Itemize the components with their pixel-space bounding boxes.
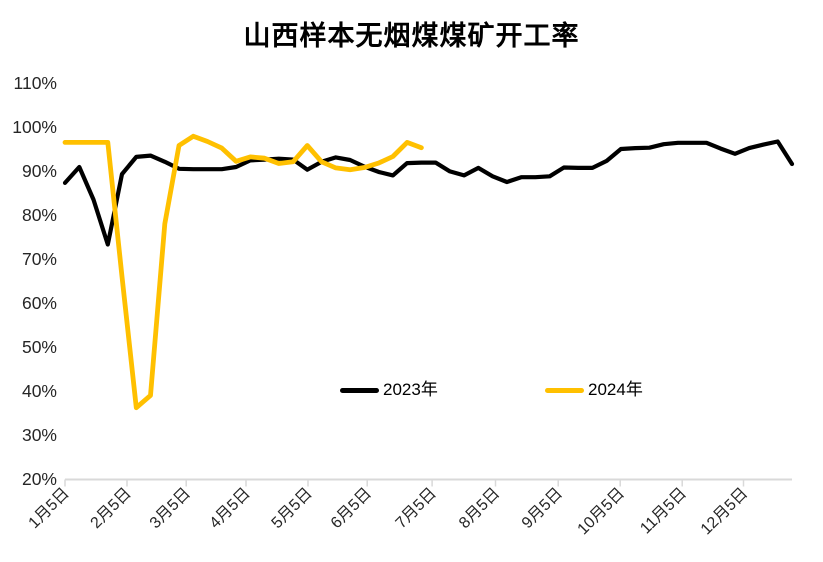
x-axis-label: 7月5日 <box>393 485 440 532</box>
y-axis-label: 20% <box>22 469 57 489</box>
legend-item-2024: 2024年 <box>545 381 643 399</box>
x-axis-label: 3月5日 <box>147 485 194 532</box>
series-line-2024年 <box>62 133 424 411</box>
y-axis-label: 50% <box>22 337 57 357</box>
legend-item-2023: 2023年 <box>340 381 438 399</box>
x-axis-label: 1月5日 <box>26 485 73 532</box>
y-axis-label: 100% <box>12 117 57 137</box>
legend-label-2023: 2023年 <box>383 380 438 399</box>
x-axis-label: 12月5日 <box>698 485 752 539</box>
legend-label-2024: 2024年 <box>588 380 643 399</box>
series-line-2023年 <box>62 139 795 247</box>
y-axis-label: 30% <box>22 425 57 445</box>
x-axis-label: 8月5日 <box>456 485 503 532</box>
x-axis-label: 10月5日 <box>574 485 628 539</box>
y-axis-label: 90% <box>22 161 57 181</box>
legend-swatch-2023 <box>340 387 379 393</box>
x-axis-label: 11月5日 <box>637 485 690 538</box>
x-axis-label: 4月5日 <box>207 485 254 532</box>
x-axis-label: 5月5日 <box>269 485 316 532</box>
x-axis-label: 6月5日 <box>328 485 375 532</box>
y-axis-label: 70% <box>22 249 57 269</box>
y-axis-label: 110% <box>14 73 57 93</box>
y-axis-label: 40% <box>22 381 57 401</box>
x-axis-label: 2月5日 <box>88 485 135 532</box>
chart-title: 山西样本无烟煤煤矿开工率 <box>243 21 580 51</box>
y-axis-label: 80% <box>22 205 57 225</box>
legend-swatch-2024 <box>545 387 584 393</box>
y-axis-label: 60% <box>22 293 57 313</box>
x-axis-label: 9月5日 <box>519 485 566 532</box>
